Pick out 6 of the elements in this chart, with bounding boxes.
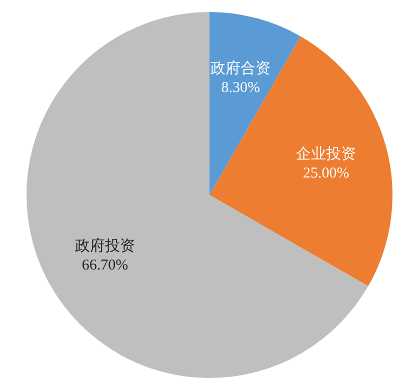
data-label: 8.30% [221, 80, 260, 96]
data-label: 25.00% [302, 165, 350, 182]
data-label: 66.70% [82, 257, 128, 274]
slice-label: 政府合资 [210, 60, 271, 78]
slice-label: 企业投资 [296, 145, 356, 162]
slice-label: 政府投资 [74, 237, 135, 254]
